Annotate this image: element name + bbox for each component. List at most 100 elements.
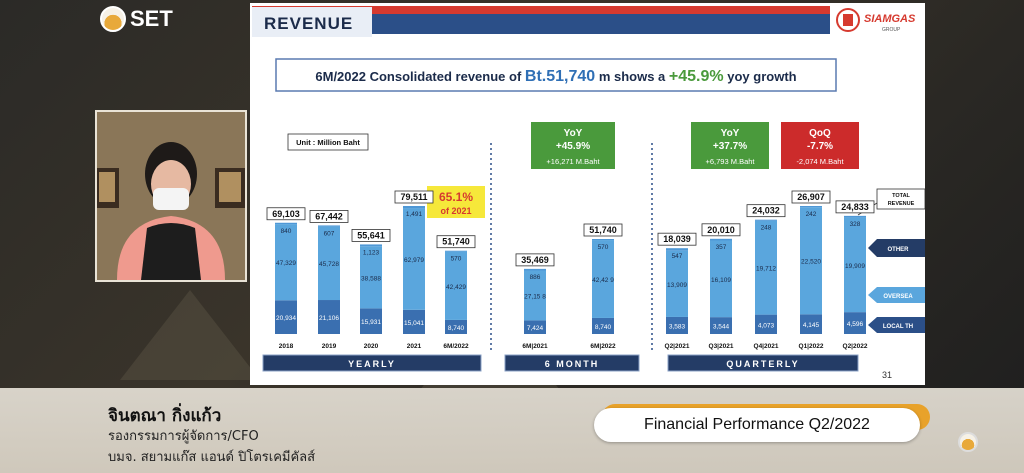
bar-value-label: 62,979 [404,257,424,264]
bar-segment-other [800,206,822,208]
category-label: Q3|2021 [709,343,734,350]
bar-segment-oversea [800,207,822,315]
section-bar-6month [504,354,640,372]
yoy-6m-box: YoY +45.9% +16,271 M.Baht [531,122,615,169]
bar-segment-oversea [403,208,425,310]
bar-segment-oversea [844,217,866,313]
category-label: 2019 [322,343,337,350]
bar-segment-local-th [445,319,467,334]
qoq-q-abs: -2,074 M.Baht [796,157,844,166]
category-label: 6M/2022 [443,343,469,350]
set-logo-text: SET [130,6,173,31]
total-label: 18,039 [663,234,691,244]
bar-value-label: 242 [806,211,817,218]
bar-value-label: 21,106 [319,315,339,322]
bar-segment-other [592,239,614,241]
bar-value-label: 4,145 [803,322,820,329]
highlight-sub: of 2021 [440,206,471,216]
bar-value-label: 4,073 [758,322,775,329]
category-label: Q2|2022 [843,343,868,350]
presenter-name: จินตณา กิ่งแก้ว [108,406,222,426]
legend-overseas-label: OVERSEA [883,294,913,300]
bar-segment-local-th [844,312,866,334]
yoy-q-pct: +37.7% [713,141,747,152]
bar-value-label: 19,712 [756,266,776,273]
qoq-q-box: QoQ -7.7% -2,074 M.Baht [781,122,859,169]
bar-segment-oversea [275,224,297,301]
bar-segment-local-th [524,320,546,334]
total-label: 79,511 [400,192,427,202]
bar-value-label: 3,583 [669,323,686,330]
bar-segment-oversea [592,240,614,318]
set-corner-logo-icon [958,432,978,452]
bar-value-label: 4,596 [847,321,864,328]
legend-local: LOCAL TH [868,317,925,333]
header-title: REVENUE [264,14,353,33]
bar-segment-other [755,219,777,221]
header-title-box [252,7,372,37]
category-label: Q2|2021 [665,343,690,350]
total-label: 51,740 [442,237,470,247]
bar-value-label: 45,728 [319,261,339,268]
bar-segment-other [666,248,688,251]
unit-box [287,133,369,151]
bar-segment-other [275,222,297,225]
presenter-company: บมจ. สยามแก๊ส แอนด์ ปิโตรเคมีคัลส์ [108,450,316,465]
category-label: 2018 [279,343,294,350]
category-label: 2020 [364,343,379,350]
total-label-box [835,200,875,214]
total-label: 35,469 [521,255,549,265]
total-label-box [351,229,391,242]
page-number: 31 [882,370,892,380]
total-label-box [701,223,741,237]
yoy-q-box: YoY +37.7% +6,793 M.Baht [691,122,769,169]
highlight-pct: 65.1% [439,190,473,204]
bar-segment-local-th [666,316,688,334]
bar-segment-oversea [360,246,382,309]
total-label: 67,442 [315,211,343,221]
bar-value-label: 13,909 [667,282,687,289]
yoy-q-title: YoY [721,128,740,139]
bar-segment-other [403,206,425,209]
bar-segment-oversea [710,240,732,318]
brand-sub: GROUP [882,27,901,33]
category-label: 6M|2021 [522,343,548,350]
section-label-quarterly: QUARTERLY [726,359,799,369]
bar-segment-other [318,225,340,227]
total-label: 51,740 [589,225,617,235]
bar-value-label: 328 [850,221,861,228]
bar-segment-other [524,268,546,271]
presenter-video [95,110,247,282]
set-logo-icon [100,6,126,32]
total-label-box [309,210,349,223]
legend-total-line1: TOTAL [892,193,910,199]
headline: 6M/2022 Consolidated revenue of Bt.51,74… [315,68,796,85]
bar-value-label: 1,491 [406,211,423,218]
bar-segment-oversea [524,270,546,321]
total-label-box [394,190,434,204]
yoy-6m-abs: +16,271 M.Baht [546,157,600,166]
total-label: 55,641 [357,230,385,240]
bar-value-label: 27,15 8 [524,293,546,300]
bar-segment-local-th [275,300,297,334]
bar-value-label: 42,42 9 [592,277,614,284]
bar-segment-other [710,238,732,241]
unit-label: Unit : Million Baht [296,138,360,147]
bar-value-label: 248 [761,225,772,232]
bar-segment-local-th [800,314,822,334]
yoy-q-abs: +6,793 M.Baht [706,157,756,166]
bar-value-label: 886 [530,274,541,281]
legend-other: OTHER [868,239,925,257]
bar-segment-local-th [318,300,340,334]
bar-value-label: 19,909 [845,263,865,270]
section-bar-yearly [262,354,482,372]
header-red-stripe [252,6,830,14]
slide-canvas: REVENUE SIAMGAS GROUP 6M/2022 Consolidat… [252,6,926,380]
category-label: Q4|2021 [754,343,779,350]
qoq-q-title: QoQ [809,128,831,139]
siamgas-logo-mark [843,14,853,26]
chart-bars: 20,934 47,329 840 69,103 2018 21,106 45,728 607… [266,190,875,350]
legend-local-label: LOCAL TH [883,324,913,330]
legend-overseas: OVERSEA [868,287,925,303]
bar-segment-other [360,244,382,247]
